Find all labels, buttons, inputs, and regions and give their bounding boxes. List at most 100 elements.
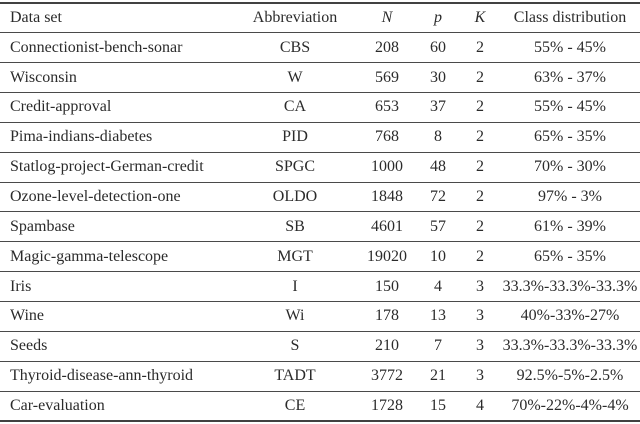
class-distribution-cell: 55% - 45% bbox=[534, 38, 606, 56]
n-cell: 3772 bbox=[371, 367, 403, 385]
p-cell: 72 bbox=[430, 188, 446, 206]
n-cell: 1848 bbox=[371, 188, 403, 206]
table-row: Credit-approval CA 653 37 2 55% - 45% bbox=[0, 93, 640, 123]
n-cell: 208 bbox=[375, 38, 399, 56]
column-header-abbreviation: Abbreviation bbox=[252, 9, 338, 27]
table-row: Iris I 150 4 3 33.3%-33.3%-33.3% bbox=[0, 272, 640, 302]
p-cell: 8 bbox=[434, 128, 442, 146]
table-row: Spambase SB 4601 57 2 61% - 39% bbox=[0, 212, 640, 242]
column-header-k: K bbox=[474, 9, 486, 27]
p-cell: 37 bbox=[430, 98, 446, 116]
class-distribution-cell: 61% - 39% bbox=[534, 217, 606, 235]
table-row: Statlog-project-German-credit SPGC 1000 48 2… bbox=[0, 152, 640, 183]
abbreviation-cell: PID bbox=[282, 128, 308, 146]
n-cell: 1728 bbox=[371, 396, 403, 414]
dataset-cell: Wine bbox=[10, 307, 45, 325]
dataset-cell: Ozone-level-detection-one bbox=[10, 188, 181, 206]
class-distribution-cell: 40%-33%-27% bbox=[520, 307, 620, 325]
abbreviation-cell: CE bbox=[284, 396, 306, 414]
n-cell: 19020 bbox=[367, 247, 407, 265]
class-distribution-cell: 33.3%-33.3%-33.3% bbox=[502, 337, 638, 355]
abbreviation-cell: Wi bbox=[285, 307, 305, 325]
n-cell: 150 bbox=[375, 277, 399, 295]
column-header-class-distribution: Class distribution bbox=[513, 9, 627, 27]
k-cell: 2 bbox=[476, 98, 484, 116]
dataset-cell: Iris bbox=[10, 277, 32, 295]
abbreviation-cell: I bbox=[292, 277, 298, 295]
n-cell: 569 bbox=[375, 68, 399, 86]
abbreviation-cell: TADT bbox=[274, 367, 316, 385]
class-distribution-cell: 33.3%-33.3%-33.3% bbox=[502, 277, 638, 295]
k-cell: 2 bbox=[476, 38, 484, 56]
class-distribution-cell: 92.5%-5%-2.5% bbox=[516, 367, 624, 385]
class-distribution-cell: 97% - 3% bbox=[538, 188, 602, 206]
class-distribution-cell: 65% - 35% bbox=[534, 247, 606, 265]
p-cell: 4 bbox=[434, 277, 442, 295]
dataset-cell: Spambase bbox=[10, 217, 75, 235]
class-distribution-cell: 65% - 35% bbox=[534, 128, 606, 146]
k-cell: 2 bbox=[476, 68, 484, 86]
k-cell: 4 bbox=[476, 396, 484, 414]
n-cell: 178 bbox=[375, 307, 399, 325]
table-row: Pima-indians-diabetes PID 768 8 2 65% - 35% bbox=[0, 122, 640, 153]
header-row: Data set Abbreviation N p K Class distri… bbox=[0, 3, 640, 33]
table-row: Connectionist-bench-sonar CBS 208 60 2 55% - … bbox=[0, 33, 640, 63]
table-header: Data set Abbreviation N p K Class distri… bbox=[0, 3, 640, 33]
n-cell: 768 bbox=[375, 128, 399, 146]
k-cell: 3 bbox=[476, 367, 484, 385]
p-cell: 60 bbox=[430, 38, 446, 56]
table-row: Wisconsin W 569 30 2 63% - 37% bbox=[0, 63, 640, 93]
k-cell: 2 bbox=[476, 217, 484, 235]
table-row: Ozone-level-detection-one OLDO 1848 72 2 97% … bbox=[0, 182, 640, 212]
table-row: Thyroid-disease-ann-thyroid TADT 3772 21 3 92… bbox=[0, 361, 640, 392]
k-cell: 2 bbox=[476, 158, 484, 176]
abbreviation-cell: CBS bbox=[279, 38, 311, 56]
table-row: Magic-gamma-telescope MGT 19020 10 2 65% - 35… bbox=[0, 242, 640, 272]
p-cell: 13 bbox=[430, 307, 446, 325]
k-cell: 2 bbox=[476, 188, 484, 206]
p-cell: 48 bbox=[430, 158, 446, 176]
abbreviation-cell: SB bbox=[285, 217, 305, 235]
abbreviation-cell: OLDO bbox=[272, 188, 318, 206]
n-cell: 1000 bbox=[371, 158, 403, 176]
dataset-cell: Statlog-project-German-credit bbox=[10, 158, 204, 176]
dataset-cell: Credit-approval bbox=[10, 98, 112, 116]
k-cell: 3 bbox=[476, 277, 484, 295]
n-cell: 653 bbox=[375, 98, 399, 116]
table-row: Car-evaluation CE 1728 15 4 70%-22%-4%-4% bbox=[0, 391, 640, 421]
k-cell: 3 bbox=[476, 307, 484, 325]
dataset-cell: Wisconsin bbox=[10, 68, 77, 86]
p-cell: 30 bbox=[430, 68, 446, 86]
n-cell: 4601 bbox=[371, 217, 403, 235]
class-distribution-cell: 70%-22%-4%-4% bbox=[511, 396, 629, 414]
abbreviation-cell: SPGC bbox=[274, 158, 316, 176]
abbreviation-cell: S bbox=[290, 337, 300, 355]
dataset-cell: Car-evaluation bbox=[10, 396, 105, 414]
table-row: Seeds S 210 7 3 33.3%-33.3%-33.3% bbox=[0, 331, 640, 362]
p-cell: 15 bbox=[430, 396, 446, 414]
abbreviation-cell: W bbox=[287, 68, 303, 86]
column-header-p: p bbox=[434, 9, 442, 27]
p-cell: 10 bbox=[430, 247, 446, 265]
dataset-cell: Thyroid-disease-ann-thyroid bbox=[10, 367, 194, 385]
p-cell: 57 bbox=[430, 217, 446, 235]
column-header-n: N bbox=[381, 9, 393, 27]
abbreviation-cell: MGT bbox=[277, 247, 313, 265]
p-cell: 7 bbox=[434, 337, 442, 355]
dataset-cell: Seeds bbox=[10, 337, 48, 355]
abbreviation-cell: CA bbox=[283, 98, 307, 116]
class-distribution-cell: 70% - 30% bbox=[534, 158, 606, 176]
class-distribution-cell: 55% - 45% bbox=[534, 98, 606, 116]
dataset-cell: Magic-gamma-telescope bbox=[10, 247, 169, 265]
class-distribution-cell: 63% - 37% bbox=[534, 68, 606, 86]
table-row: Wine Wi 178 13 3 40%-33%-27% bbox=[0, 302, 640, 332]
k-cell: 2 bbox=[476, 128, 484, 146]
k-cell: 2 bbox=[476, 247, 484, 265]
n-cell: 210 bbox=[375, 337, 399, 355]
dataset-cell: Pima-indians-diabetes bbox=[10, 128, 153, 146]
dataset-cell: Connectionist-bench-sonar bbox=[10, 38, 183, 56]
k-cell: 3 bbox=[476, 337, 484, 355]
table-body: Connectionist-bench-sonar CBS 208 60 2 55% - … bbox=[0, 33, 640, 421]
